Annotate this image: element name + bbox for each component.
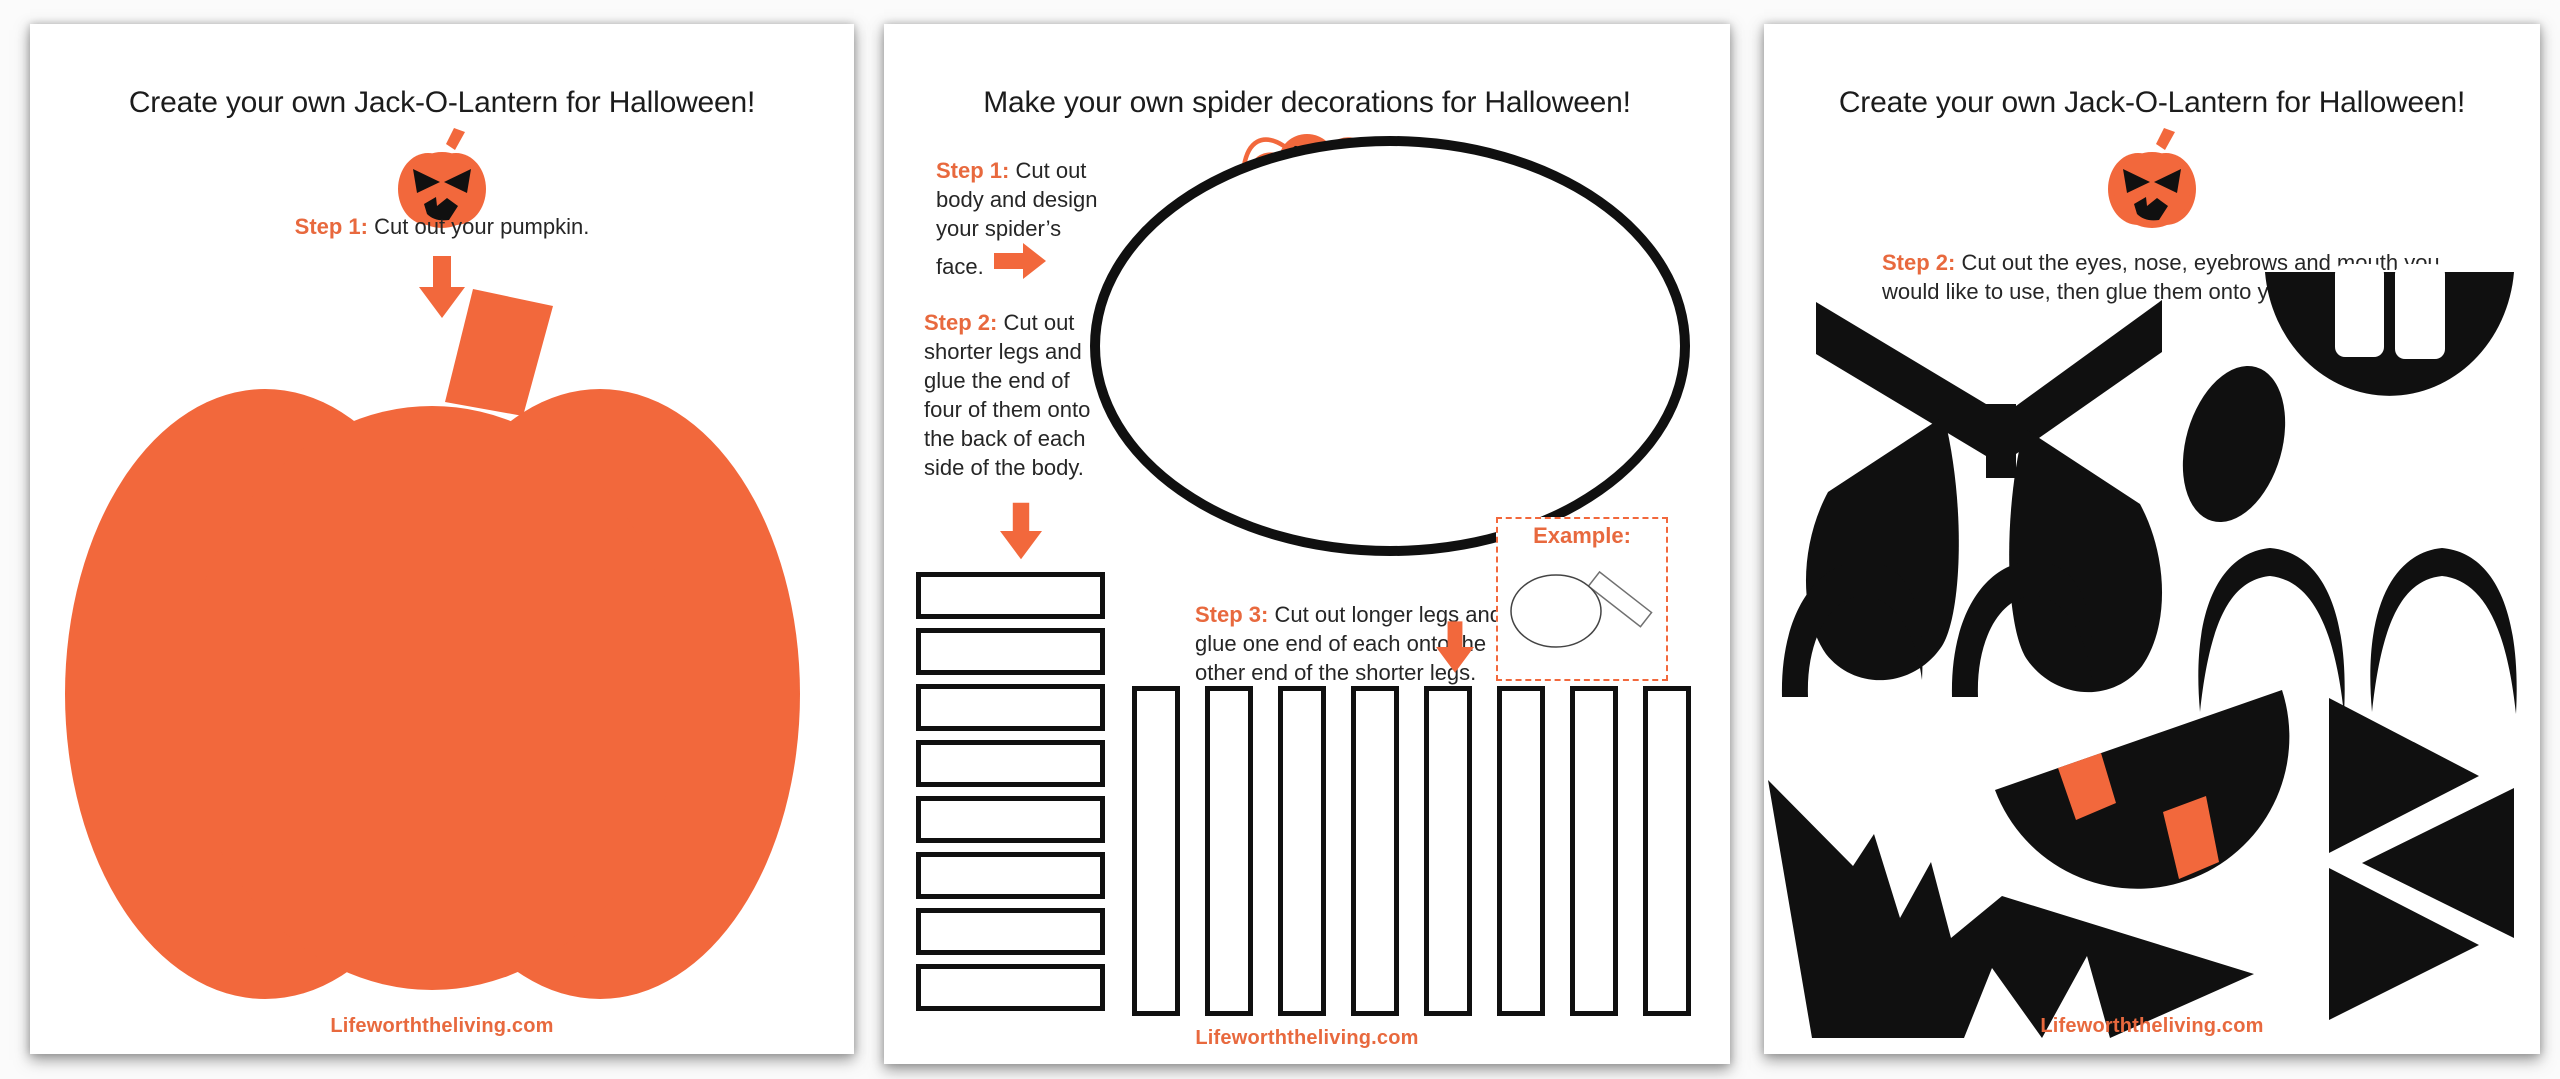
long-leg-rect [1497, 686, 1545, 1016]
page-jack-o-lantern-face-pieces: Create your own Jack-O-Lantern for Hallo… [1764, 24, 2540, 1054]
long-leg-rect [1643, 686, 1691, 1016]
long-leg-rect [1132, 686, 1180, 1016]
fang-right-shape [2163, 796, 2219, 879]
page-jack-o-lantern-pumpkin: Create your own Jack-O-Lantern for Hallo… [30, 24, 854, 1054]
long-leg-rect [1205, 686, 1253, 1016]
short-leg-rect [916, 796, 1105, 843]
eyebrow-stem-shape [1986, 404, 2016, 478]
short-leg-rect [916, 908, 1105, 955]
step-label: Step 2: [1882, 250, 1956, 275]
step-3-block: Step 3: Cut out longer legs and glue one… [1195, 600, 1513, 687]
footer-url: Lifeworththeliving.com [1195, 1027, 1419, 1049]
jack-o-lantern-pumpkin-icon [398, 128, 486, 228]
tooth-left-cutout [2335, 264, 2384, 357]
page-title: Make your own spider decorations for Hal… [983, 86, 1631, 119]
page-title: Create your own Jack-O-Lantern for Hallo… [128, 86, 756, 119]
step-label: Step 1: [936, 158, 1010, 183]
short-leg-rect [916, 572, 1105, 619]
eyebrow-right-shape [2016, 300, 2162, 454]
example-label: Example: [1533, 523, 1631, 548]
page-title: Create your own Jack-O-Lantern for Hallo… [1838, 86, 2466, 119]
triangle-top-shape [2329, 698, 2479, 853]
step-1-block: Step 1: Cut out body and design your spi… [936, 156, 1112, 281]
short-leg-rect [916, 964, 1105, 1011]
page-spider-decorations: Make your own spider decorations for Hal… [884, 24, 1730, 1064]
triangle-middle-shape [2362, 788, 2514, 938]
pumpkin-cutout-shape [65, 289, 800, 999]
oval-nose-shape [2182, 365, 2286, 523]
step-text: Cut out shorter legs and glue the end of… [924, 310, 1091, 480]
short-legs [916, 572, 1105, 1020]
example-box: Example: [1496, 517, 1668, 681]
zigzag-mouth-shape [1768, 780, 2254, 1038]
arched-eye-right-shape [2370, 548, 2517, 714]
tooth-right-cutout [2395, 264, 2445, 359]
footer-url: Lifeworththeliving.com [2040, 1015, 2264, 1037]
short-leg-rect [916, 852, 1105, 899]
right-arrow-icon [993, 243, 1046, 279]
spider-body-outline [1090, 136, 1690, 556]
smile-mouth-shape [1995, 690, 2290, 889]
step-text: Cut out longer legs and glue one end of … [1195, 602, 1502, 685]
footer-url: Lifeworththeliving.com [330, 1015, 554, 1037]
short-leg-rect [916, 684, 1105, 731]
example-figure [1510, 570, 1653, 648]
step-text: Cut out your pumpkin. [374, 214, 590, 239]
eyebrow-left-shape [1816, 302, 1986, 456]
step-label: Step 2: [924, 310, 998, 335]
face-pieces-shapes [1768, 264, 2517, 1038]
angry-eye-right-shape [2009, 428, 2163, 693]
short-leg-rect [916, 628, 1105, 675]
long-leg-rect [1424, 686, 1472, 1016]
step-2-block: Step 2: Cut out shorter legs and glue th… [924, 308, 1094, 482]
down-arrow-icon [1436, 621, 1474, 673]
long-legs [1132, 686, 1691, 1016]
step-text: Cut out body and design your spider’s fa… [936, 158, 1098, 279]
step-instruction: Step 1: Cut out your pumpkin. [30, 214, 854, 240]
step-label: Step 1: [294, 214, 368, 239]
angry-eye-left-shape [1805, 416, 1959, 681]
long-leg-rect [1278, 686, 1326, 1016]
triangle-bottom-shape [2329, 868, 2479, 1020]
down-arrow-icon [1000, 502, 1042, 560]
long-leg-rect [1351, 686, 1399, 1016]
long-leg-rect [1570, 686, 1618, 1016]
curved-eyebrow-left-shape [1781, 560, 1923, 697]
jack-o-lantern-pumpkin-icon [2108, 128, 2196, 228]
down-arrow-icon [419, 256, 465, 318]
step-label: Step 3: [1195, 602, 1269, 627]
toothy-grin-mouth-shape [2265, 272, 2514, 396]
short-leg-rect [916, 740, 1105, 787]
arched-eye-left-shape [2198, 548, 2345, 714]
fang-left-shape [2058, 753, 2116, 820]
